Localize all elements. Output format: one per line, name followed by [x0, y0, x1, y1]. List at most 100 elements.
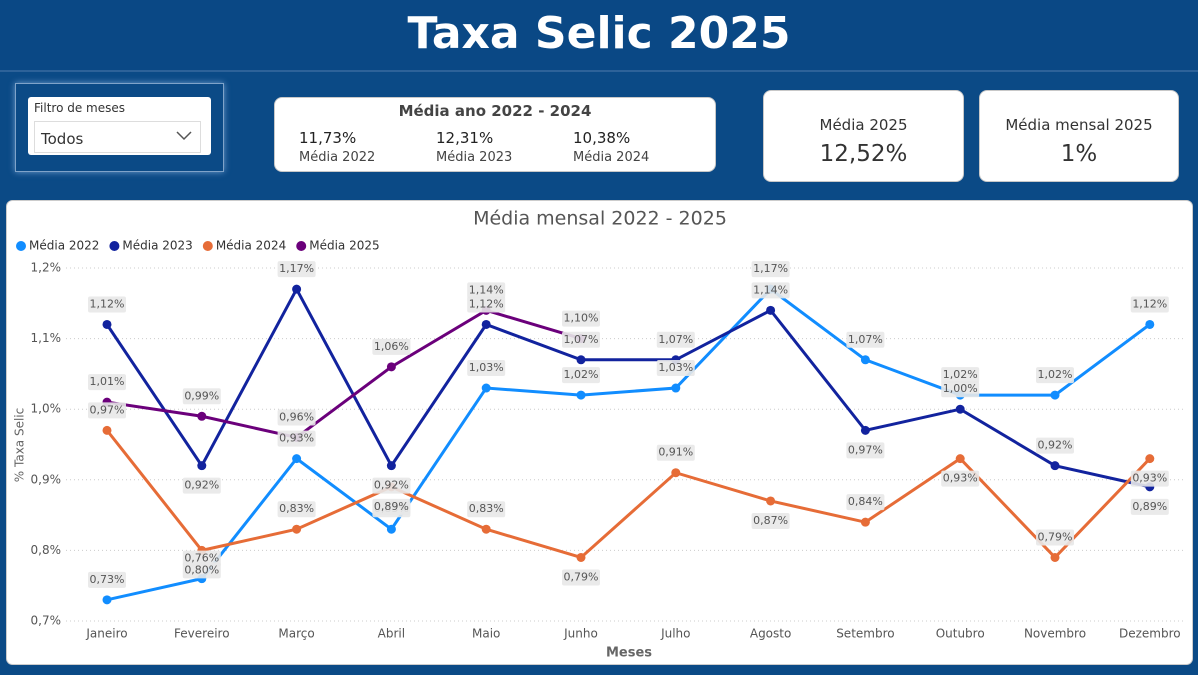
label-bg	[656, 331, 695, 348]
data-label: 1,07%	[564, 333, 599, 346]
x-tick-label: Outubro	[936, 627, 985, 641]
label-bg	[1130, 296, 1169, 313]
data-label: 1,07%	[848, 333, 883, 346]
legend-label: Média 2024	[216, 239, 286, 253]
card-value: 12,52%	[819, 141, 908, 167]
label-bg	[1036, 529, 1074, 546]
label-bg	[1036, 367, 1074, 384]
filter-dropdown[interactable]: Todos	[34, 121, 201, 153]
label-bg	[277, 501, 316, 518]
data-label: 0,97%	[90, 403, 125, 416]
label-bg	[88, 374, 126, 391]
data-label: 0,96%	[279, 410, 314, 423]
data-label: 0,84%	[848, 495, 883, 508]
x-axis-title: Meses	[606, 646, 652, 661]
x-tick-label: Fevereiro	[174, 627, 230, 641]
data-point	[1050, 390, 1060, 400]
label-bg	[751, 282, 790, 299]
legend-label: Média 2023	[122, 239, 192, 253]
label-bg	[846, 331, 885, 348]
filter-value: Todos	[41, 130, 84, 148]
data-label: 1,02%	[1038, 368, 1073, 381]
data-label: 0,97%	[848, 443, 883, 456]
series-line	[106, 308, 582, 440]
chart-panel	[6, 200, 1193, 665]
data-point	[386, 524, 396, 534]
legend-marker	[202, 241, 213, 251]
label-bg	[182, 477, 221, 494]
data-label: 1,12%	[1132, 297, 1167, 310]
data-label: 1,03%	[469, 361, 504, 374]
y-tick-label: 1,0%	[31, 402, 62, 416]
data-label: 0,93%	[1132, 472, 1167, 485]
label-bg	[846, 494, 885, 511]
x-tick-label: Julho	[660, 627, 690, 641]
label-bg	[277, 261, 316, 278]
label-bg	[467, 282, 506, 299]
filter: Filtro de meses Todos	[28, 97, 211, 155]
data-label: 0,76%	[184, 552, 219, 565]
data-label: 0,93%	[943, 472, 978, 485]
data-point	[481, 383, 491, 393]
data-point	[292, 284, 302, 294]
data-point	[292, 524, 302, 534]
data-point	[386, 461, 396, 471]
x-tick-label: Junho	[563, 627, 598, 641]
data-label: 1,03%	[658, 361, 693, 374]
data-point	[197, 411, 207, 421]
data-label: 0,73%	[90, 573, 125, 586]
card-label: Média 2023	[436, 150, 513, 165]
label-bg	[467, 360, 506, 377]
card-title: Média ano 2022 - 2024	[398, 102, 592, 120]
card-2025: Média 2025 12,52%	[763, 90, 964, 182]
data-label: 1,06%	[374, 340, 409, 353]
label-bg	[182, 562, 221, 579]
data-label: 0,99%	[184, 389, 219, 402]
data-point	[197, 461, 207, 471]
chart-title: Média mensal 2022 - 2025	[473, 208, 727, 230]
card-value: 10,38%	[573, 129, 631, 147]
label-bg	[372, 338, 411, 355]
chart: Média mensal 2022 - 2025 Meses % Taxa Se…	[6, 200, 1193, 665]
x-tick-label: Maio	[472, 627, 500, 641]
x-tick-label: Agosto	[750, 627, 791, 641]
label-bg	[1130, 470, 1169, 487]
legend-marker	[109, 241, 120, 251]
card-monthly: Média mensal 2025 1%	[979, 90, 1179, 182]
data-point	[481, 524, 491, 534]
data-point	[860, 517, 870, 527]
data-point	[955, 454, 965, 464]
x-tick-label: Abril	[378, 627, 405, 641]
data-point	[766, 496, 776, 506]
card-label: Média 2022	[299, 150, 376, 165]
legend-label: Média 2025	[309, 239, 379, 253]
label-bg	[88, 402, 126, 419]
data-point	[860, 425, 870, 435]
data-point	[860, 355, 870, 365]
label-bg	[751, 512, 790, 529]
label-bg	[1130, 498, 1169, 515]
label-bg	[372, 477, 411, 494]
data-point	[766, 305, 776, 315]
y-tick-label: 0,7%	[31, 614, 62, 628]
header-bar	[0, 0, 1198, 72]
data-label: 1,02%	[943, 368, 978, 381]
data-label: 0,89%	[374, 500, 409, 513]
data-label: 1,02%	[564, 368, 599, 381]
data-point	[576, 552, 586, 562]
data-label: 0,83%	[469, 502, 504, 515]
data-label: 0,79%	[564, 570, 599, 583]
y-tick-label: 0,9%	[31, 472, 62, 486]
data-label: 1,12%	[469, 297, 504, 310]
dropdown-arrow	[176, 131, 192, 141]
label-bg	[1036, 437, 1074, 454]
label-bg	[656, 444, 695, 461]
data-label: 1,17%	[753, 262, 788, 275]
x-tick-label: Novembro	[1024, 627, 1086, 641]
data-label: 0,80%	[184, 563, 219, 576]
card-label: Média 2024	[573, 150, 650, 165]
label-bg	[562, 569, 600, 586]
label-bg	[182, 388, 221, 405]
data-label: 1,01%	[90, 375, 125, 388]
data-point	[955, 404, 965, 414]
